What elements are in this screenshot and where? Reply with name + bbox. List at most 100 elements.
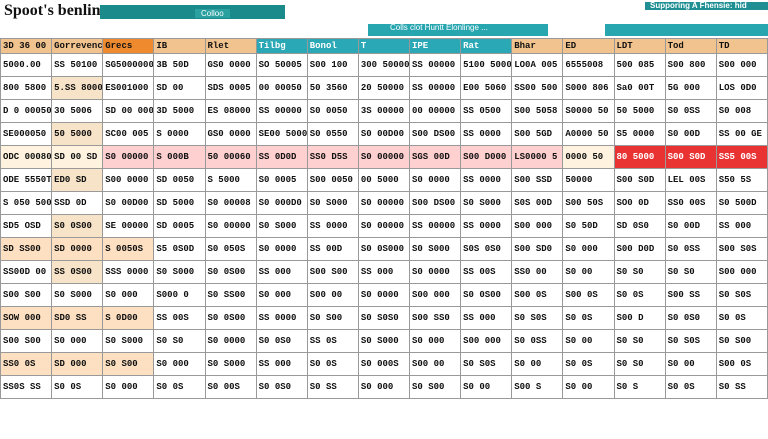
table-cell[interactable]: 800 5800 bbox=[0, 76, 53, 100]
table-cell[interactable]: S0 S bbox=[613, 375, 666, 399]
table-cell[interactable]: SE 00000 bbox=[102, 214, 155, 238]
table-cell[interactable]: S 5000 bbox=[204, 168, 257, 192]
table-cell[interactable]: S0 SS bbox=[306, 375, 359, 399]
table-cell[interactable]: GS0 0000 bbox=[204, 53, 257, 77]
table-cell[interactable]: S0 0S0 bbox=[255, 375, 308, 399]
table-cell[interactable]: S0 00D00 bbox=[102, 191, 155, 215]
table-cell[interactable]: SD 0050 bbox=[153, 168, 206, 192]
table-cell[interactable]: SD 0S0 bbox=[613, 214, 666, 238]
table-cell[interactable]: SS 000 bbox=[460, 306, 513, 330]
table-cell[interactable]: E00 5060 bbox=[460, 76, 513, 100]
table-cell[interactable]: S0 0S bbox=[153, 375, 206, 399]
table-cell[interactable]: SDS 0005 bbox=[204, 76, 257, 100]
table-cell[interactable]: S0 00 bbox=[562, 375, 615, 399]
table-cell[interactable]: 0000 50 bbox=[562, 145, 615, 169]
table-cell[interactable]: SD0 SS bbox=[51, 306, 104, 330]
table-cell[interactable]: S0 0S0 bbox=[664, 306, 717, 330]
table-cell[interactable]: S0 0S bbox=[306, 352, 359, 376]
table-cell[interactable]: S00 0S bbox=[715, 352, 768, 376]
table-cell[interactable]: SS0 00S bbox=[664, 191, 717, 215]
column-header[interactable]: Rlet bbox=[204, 38, 257, 54]
table-cell[interactable]: S000 0 bbox=[153, 283, 206, 307]
table-cell[interactable]: S00 800 bbox=[664, 53, 717, 77]
column-header[interactable]: ED bbox=[562, 38, 615, 54]
table-cell[interactable]: SD 0005 bbox=[153, 214, 206, 238]
table-cell[interactable]: S 050 500 bbox=[0, 191, 53, 215]
table-cell[interactable]: 50 3560 bbox=[306, 76, 359, 100]
table-cell[interactable]: S0 000 bbox=[357, 375, 411, 399]
table-cell[interactable]: D 0 00050 bbox=[0, 99, 53, 123]
table-cell[interactable]: 00 5000 bbox=[357, 168, 411, 192]
table-cell[interactable]: S0 S000 bbox=[306, 191, 359, 215]
table-cell[interactable]: S0 SS bbox=[715, 375, 768, 399]
table-cell[interactable]: S0 S00 bbox=[715, 329, 768, 353]
table-cell[interactable]: S0 00008 bbox=[204, 191, 257, 215]
table-cell[interactable]: 00 00000 bbox=[408, 99, 462, 123]
table-cell[interactable]: SS 000 bbox=[255, 352, 308, 376]
table-cell[interactable]: S00 S0D bbox=[664, 145, 717, 169]
table-cell[interactable]: SS 0000 bbox=[306, 214, 359, 238]
table-cell[interactable]: S0 S000 bbox=[204, 352, 257, 376]
table-cell[interactable]: S0 S0S bbox=[460, 352, 513, 376]
table-row[interactable]: 5000.00 SS 50100 SG5000000 3B 50D GS0 0000 SO… bbox=[0, 53, 768, 77]
table-cell[interactable]: S0 0SS bbox=[511, 329, 564, 353]
table-cell[interactable]: S00 000 bbox=[460, 329, 513, 353]
table-cell[interactable]: S0 0S00 bbox=[460, 283, 513, 307]
table-cell[interactable]: S00 D bbox=[613, 306, 666, 330]
table-cell[interactable]: S00 D0D bbox=[613, 237, 666, 261]
table-cell[interactable]: S00 0050 bbox=[306, 168, 359, 192]
column-header[interactable]: Rat bbox=[460, 38, 513, 54]
table-cell[interactable]: S00 00 bbox=[408, 352, 462, 376]
table-cell[interactable]: S00 0000 bbox=[102, 168, 155, 192]
table-cell[interactable]: S0 0SS bbox=[664, 99, 717, 123]
table-cell[interactable]: 80 5000 bbox=[613, 145, 666, 169]
column-header[interactable]: Bhar bbox=[511, 38, 564, 54]
table-cell[interactable]: S00 S00 bbox=[0, 283, 53, 307]
table-cell[interactable]: S0 S00 bbox=[102, 352, 155, 376]
table-row[interactable]: SD5 OSD S0 0S00 SE 00000 SD 0005 S0 00000 S0 … bbox=[0, 214, 768, 238]
table-cell[interactable]: 5.SS 8000 bbox=[51, 76, 104, 100]
table-row[interactable]: SS00D 00 SS 0S00 SSS 0000 S0 S000 S0 0S00 SS … bbox=[0, 260, 768, 284]
table-cell[interactable]: 50 5000 bbox=[613, 99, 666, 123]
table-cell[interactable]: S0 000 bbox=[153, 352, 206, 376]
table-cell[interactable]: S0 050S bbox=[204, 237, 257, 261]
table-cell[interactable]: S0 0S bbox=[715, 306, 768, 330]
table-cell[interactable]: LOS 0D0 bbox=[715, 76, 768, 100]
table-cell[interactable]: S0 000 bbox=[408, 329, 462, 353]
table-cell[interactable]: 3D 5000 bbox=[153, 99, 206, 123]
table-cell[interactable]: S0 SS00 bbox=[204, 283, 257, 307]
table-cell[interactable]: SE00 5000 bbox=[255, 122, 308, 146]
column-header[interactable]: LDT bbox=[613, 38, 666, 54]
table-cell[interactable]: SS 00S bbox=[460, 260, 513, 284]
table-cell[interactable]: 3S 00000 bbox=[357, 99, 411, 123]
table-cell[interactable]: S00 S00 bbox=[0, 329, 53, 353]
table-cell[interactable]: S00 0S bbox=[511, 283, 564, 307]
table-cell[interactable]: 3B 50D bbox=[153, 53, 206, 77]
table-cell[interactable]: S0 00000 bbox=[357, 214, 411, 238]
table-cell[interactable]: SSD 0D bbox=[51, 191, 104, 215]
table-cell[interactable]: SS 00S bbox=[153, 306, 206, 330]
table-cell[interactable]: S000 806 bbox=[562, 76, 615, 100]
table-cell[interactable]: SS 00 GE bbox=[715, 122, 768, 146]
table-cell[interactable]: SO 50005 bbox=[255, 53, 308, 77]
table-cell[interactable]: S00 SS bbox=[664, 283, 717, 307]
column-header[interactable]: Tod bbox=[664, 38, 717, 54]
table-cell[interactable]: SS 0000 bbox=[460, 214, 513, 238]
table-row[interactable]: SE000050 50 5000 SC00 005 S 0000 GS0 0000 SE0… bbox=[0, 122, 768, 146]
table-row[interactable]: D 0 00050 30 5006 SD 00 000 3D 5000 ES 08000… bbox=[0, 99, 768, 123]
table-cell[interactable]: S0 S000 bbox=[357, 329, 411, 353]
banner-label[interactable]: Colloo bbox=[195, 9, 230, 18]
table-cell[interactable]: S00 S00 bbox=[306, 260, 359, 284]
table-cell[interactable]: S0 0S000 bbox=[357, 237, 411, 261]
table-cell[interactable]: S0 S0S bbox=[664, 329, 717, 353]
table-cell[interactable]: SS00D 00 bbox=[0, 260, 53, 284]
column-header[interactable]: IB bbox=[153, 38, 206, 54]
table-cell[interactable]: S00 0S bbox=[562, 283, 615, 307]
table-cell[interactable]: ES001000 bbox=[102, 76, 155, 100]
table-cell[interactable]: S0 00000 bbox=[357, 191, 411, 215]
table-cell[interactable]: SOW 000 bbox=[0, 306, 53, 330]
table-cell[interactable]: ODC 00080 bbox=[0, 145, 53, 169]
table-cell[interactable]: 5000.00 bbox=[0, 53, 53, 77]
table-row[interactable]: S00 S00 S0 000 S0 S000 S0 S0 S0 0000 S0 0S0 SS… bbox=[0, 329, 768, 353]
table-cell[interactable]: S 0D00 bbox=[102, 306, 155, 330]
